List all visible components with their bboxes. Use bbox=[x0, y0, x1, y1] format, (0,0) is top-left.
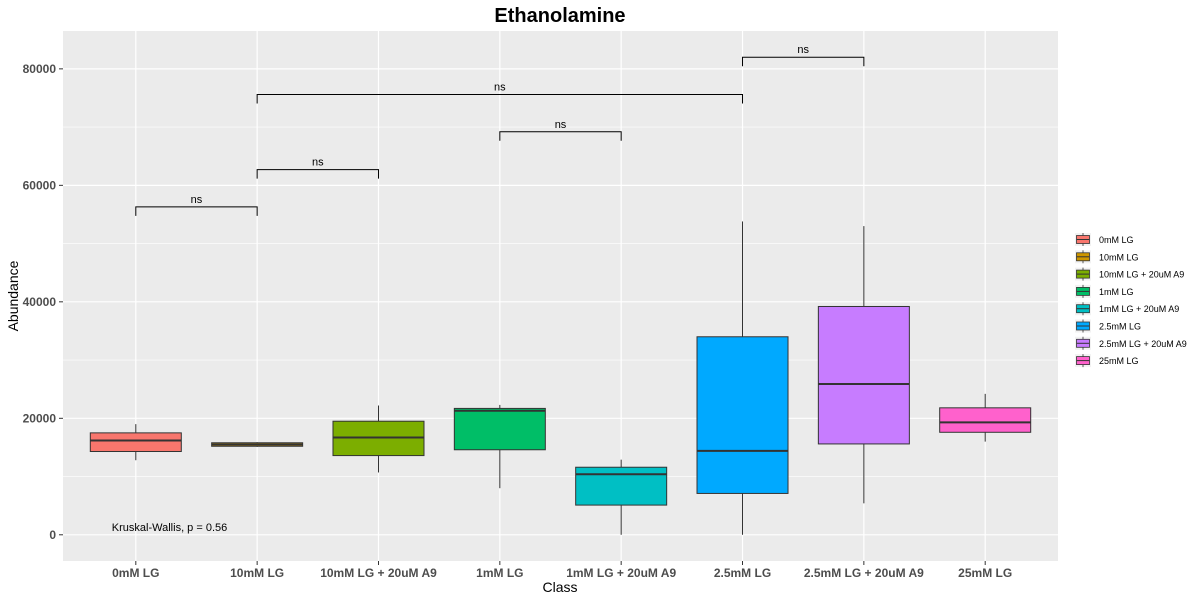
legend-item-4: 1mM LG bbox=[1075, 284, 1134, 298]
y-tick-label: 60000 bbox=[23, 178, 57, 192]
box-body bbox=[453, 407, 546, 451]
bracket-line bbox=[135, 206, 258, 216]
legend-label: 1mM LG bbox=[1099, 287, 1134, 297]
legend-item-3: 10mM LG + 20uM A9 bbox=[1075, 267, 1184, 281]
box-body bbox=[939, 407, 1032, 433]
legend-label: 1mM LG + 20uM A9 bbox=[1099, 304, 1179, 314]
comparison-brackets: ns ns ns ns ns bbox=[135, 44, 865, 216]
legend-label: 2.5mM LG + 20uM A9 bbox=[1099, 339, 1187, 349]
significance-label: ns bbox=[494, 81, 506, 93]
bracket-line bbox=[256, 169, 379, 179]
legend-label: 10mM LG bbox=[1099, 252, 1139, 262]
bracket-line bbox=[256, 93, 744, 104]
y-axis: 0 20000 40000 60000 80000 bbox=[23, 62, 63, 542]
y-tick-label: 80000 bbox=[23, 62, 57, 76]
legend: 0mM LG 10mM LG 10mM LG + 20uM A9 1mM LG 1mM … bbox=[1075, 233, 1187, 368]
box-body bbox=[575, 466, 668, 506]
y-tick-label: 0 bbox=[49, 528, 56, 542]
x-tick-label: 2.5mM LG + 20uM A9 bbox=[804, 566, 924, 580]
plot-panel bbox=[63, 31, 1058, 561]
x-axis: 0mM LG 10mM LG 10mM LG + 20uM A9 1mM LG 1mM … bbox=[112, 561, 1012, 580]
significance-label: ns bbox=[797, 44, 809, 56]
box-1 bbox=[89, 424, 182, 461]
x-tick-label: 0mM LG bbox=[112, 566, 159, 580]
legend-label: 10mM LG + 20uM A9 bbox=[1099, 270, 1184, 280]
kruskal-wallis-annotation: Kruskal-Wallis, p = 0.56 bbox=[112, 522, 227, 534]
y-tick-label: 20000 bbox=[23, 411, 57, 425]
significance-label: ns bbox=[555, 119, 567, 131]
bracket-line bbox=[742, 56, 865, 67]
y-tick-label: 40000 bbox=[23, 295, 57, 309]
x-tick-label: 10mM LG + 20uM A9 bbox=[320, 566, 437, 580]
legend-item-1: 0mM LG bbox=[1075, 233, 1134, 246]
x-axis-title: Class bbox=[542, 579, 577, 595]
box-8 bbox=[939, 393, 1032, 442]
legend-item-8: 25mM LG bbox=[1075, 354, 1139, 368]
x-tick-label: 1mM LG + 20uM A9 bbox=[566, 566, 676, 580]
comparison-bracket-3: ns bbox=[499, 119, 622, 141]
box-5 bbox=[575, 459, 668, 535]
box-series bbox=[89, 221, 1032, 535]
chart-title: Ethanolamine bbox=[494, 5, 625, 27]
box-4 bbox=[453, 404, 546, 489]
box-6 bbox=[696, 221, 789, 535]
comparison-bracket-2: ns bbox=[256, 157, 379, 179]
comparison-bracket-4: ns bbox=[256, 81, 744, 104]
legend-item-7: 2.5mM LG + 20uM A9 bbox=[1075, 336, 1187, 350]
legend-item-6: 2.5mM LG bbox=[1075, 319, 1141, 333]
x-tick-label: 10mM LG bbox=[230, 566, 284, 580]
x-tick-label: 1mM LG bbox=[476, 566, 523, 580]
comparison-bracket-1: ns bbox=[135, 194, 258, 216]
comparison-bracket-5: ns bbox=[742, 44, 865, 67]
x-tick-label: 25mM LG bbox=[958, 566, 1012, 580]
box-body bbox=[817, 305, 910, 445]
significance-label: ns bbox=[312, 157, 324, 169]
box-2 bbox=[211, 442, 304, 447]
y-axis-title: Abundance bbox=[5, 260, 21, 331]
box-body bbox=[696, 336, 789, 494]
legend-label: 25mM LG bbox=[1099, 356, 1139, 366]
legend-label: 0mM LG bbox=[1099, 235, 1134, 245]
box-3 bbox=[332, 405, 425, 473]
bracket-line bbox=[499, 131, 622, 141]
box-body bbox=[89, 432, 182, 453]
legend-item-2: 10mM LG bbox=[1075, 250, 1139, 264]
legend-item-5: 1mM LG + 20uM A9 bbox=[1075, 302, 1179, 316]
legend-label: 2.5mM LG bbox=[1099, 322, 1141, 332]
box-7 bbox=[817, 226, 910, 504]
x-tick-label: 2.5mM LG bbox=[714, 566, 771, 580]
significance-label: ns bbox=[191, 194, 203, 206]
